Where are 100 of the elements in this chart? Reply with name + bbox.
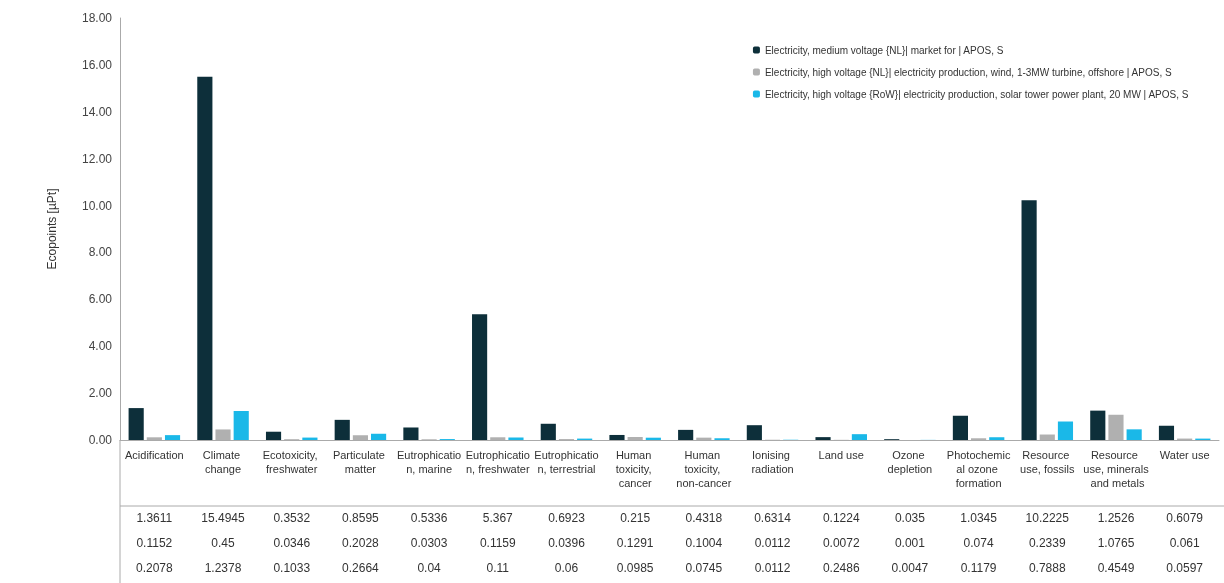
- y-tick-label: 4.00: [88, 339, 113, 354]
- data-label: 0.7888: [1028, 561, 1066, 575]
- data-label: 1.2526: [1097, 511, 1135, 525]
- data-label: 0.035: [894, 511, 926, 525]
- data-label: 10.2225: [1025, 511, 1070, 525]
- data-label: 0.0047: [891, 561, 929, 575]
- x-tick-label: Human toxicity, cancer: [615, 449, 655, 489]
- data-label: 0.0985: [616, 561, 654, 575]
- x-tick-label: Land use: [818, 449, 864, 461]
- data-label: 0.06: [554, 561, 579, 575]
- data-label: 0.0346: [273, 536, 311, 550]
- legend-label: Electricity, high voltage {RoW}| electricity production, solar tower power plant, 20 MW | APOS, S: [764, 88, 1189, 100]
- bar: [233, 410, 249, 440]
- x-tick-label: Photochemical ozone formation: [946, 449, 1011, 489]
- data-label: 0.1291: [616, 536, 654, 550]
- x-tick-label: Eutrophication, freshwater: [465, 449, 530, 475]
- data-label: 0.04: [417, 561, 442, 575]
- bar: [952, 415, 968, 440]
- bar: [1158, 425, 1175, 440]
- data-label: 0.0112: [754, 536, 791, 550]
- data-label: 0.061: [1169, 536, 1200, 550]
- y-tick-label: 10.00: [81, 198, 113, 213]
- data-label: 0.0745: [685, 561, 723, 575]
- y-tick-label: 2.00: [88, 386, 113, 401]
- data-label: 0.1004: [685, 536, 723, 550]
- y-tick-label: 16.00: [81, 57, 113, 72]
- bar: [678, 429, 694, 440]
- bar: [851, 434, 867, 440]
- data-label: 0.2028: [342, 536, 380, 550]
- data-label: 0.11: [486, 561, 510, 575]
- x-tick-label: Ecotoxicity, freshwater: [262, 449, 321, 475]
- x-tick-label: Human toxicity, non-cancer: [676, 449, 732, 489]
- x-tick-label: Resource use, minerals and metals: [1083, 449, 1150, 489]
- data-label: 1.3611: [136, 511, 173, 525]
- x-tick-label: Eutrophication, marine: [396, 449, 462, 475]
- data-label: 0.2078: [135, 561, 174, 575]
- data-label: 0.2339: [1028, 536, 1066, 550]
- data-label: 0.2664: [342, 561, 380, 575]
- data-label: 15.4945: [201, 511, 246, 525]
- data-label: 0.4318: [685, 511, 723, 525]
- y-axis-title: Ecopoints [µPt]: [45, 188, 59, 270]
- data-label: 0.4549: [1097, 561, 1135, 575]
- data-label: 5.367: [482, 511, 514, 525]
- y-tick-label: 8.00: [88, 245, 113, 260]
- bar: [197, 76, 213, 440]
- bar: [472, 314, 488, 440]
- bar: [815, 437, 831, 440]
- bar: [1057, 421, 1074, 440]
- data-label: 0.001: [894, 536, 926, 550]
- data-label: 0.0072: [822, 536, 860, 550]
- data-label: 0.1224: [822, 511, 860, 525]
- legend-label: Electricity, high voltage {NL}| electricity production, wind, 1-3MW turbine, offshore | APOS, S: [764, 66, 1172, 78]
- y-tick-label: 18.00: [81, 11, 113, 25]
- data-label: 0.8595: [342, 511, 380, 525]
- data-label: 0.5336: [410, 511, 448, 525]
- bar: [371, 433, 387, 440]
- data-label: 1.2378: [204, 561, 242, 575]
- y-tick-label: 14.00: [81, 104, 113, 119]
- data-label: 0.0112: [754, 561, 791, 575]
- x-tick-label: Ozone depletion: [887, 449, 933, 475]
- data-label: 0.0303: [410, 536, 448, 550]
- legend-label: Electricity, medium voltage {NL}| market for | APOS, S: [764, 44, 1004, 56]
- bar: [403, 427, 419, 440]
- bar: [609, 434, 625, 440]
- bar: [540, 423, 556, 440]
- data-label: 0.3532: [273, 511, 311, 525]
- y-tick-label: 12.00: [81, 151, 113, 166]
- y-tick-label: 6.00: [88, 292, 113, 307]
- bar: [1126, 429, 1142, 440]
- data-label: 0.1159: [479, 536, 517, 550]
- x-tick-label: Water use: [1159, 449, 1210, 461]
- data-label: 0.1152: [136, 536, 173, 550]
- bar: [128, 408, 144, 440]
- bar: [508, 437, 524, 440]
- x-tick-label: Resource use, fossils: [1020, 449, 1075, 475]
- data-label: 1.0765: [1097, 536, 1135, 550]
- data-label: 0.0597: [1166, 561, 1204, 575]
- data-label: 0.1033: [273, 561, 311, 575]
- data-label: 0.215: [620, 511, 651, 525]
- x-tick-label: Acidification: [124, 449, 184, 461]
- x-tick-label: Particulate matter: [332, 449, 388, 475]
- data-label: 0.0396: [548, 536, 586, 550]
- bar: [164, 435, 181, 440]
- x-tick-label: Climate change: [202, 449, 244, 475]
- data-label: 0.1179: [960, 561, 997, 575]
- bar: [746, 425, 762, 440]
- data-label: 0.6079: [1166, 511, 1204, 525]
- x-tick-label: Eutrophication, terrestrial: [534, 449, 599, 475]
- x-tick-label: Ionising radiation: [751, 449, 794, 475]
- bar: [989, 437, 1005, 440]
- data-label: 0.074: [963, 536, 994, 550]
- data-label: 0.2486: [822, 561, 860, 575]
- data-label: 0.45: [211, 536, 236, 550]
- y-tick-label: 0.00: [88, 433, 113, 447]
- data-label: 0.6923: [548, 511, 586, 525]
- bar: [1021, 200, 1037, 440]
- bar: [265, 431, 282, 440]
- data-label: 1.0345: [960, 511, 998, 525]
- bar: [334, 419, 350, 440]
- bar: [1090, 410, 1106, 440]
